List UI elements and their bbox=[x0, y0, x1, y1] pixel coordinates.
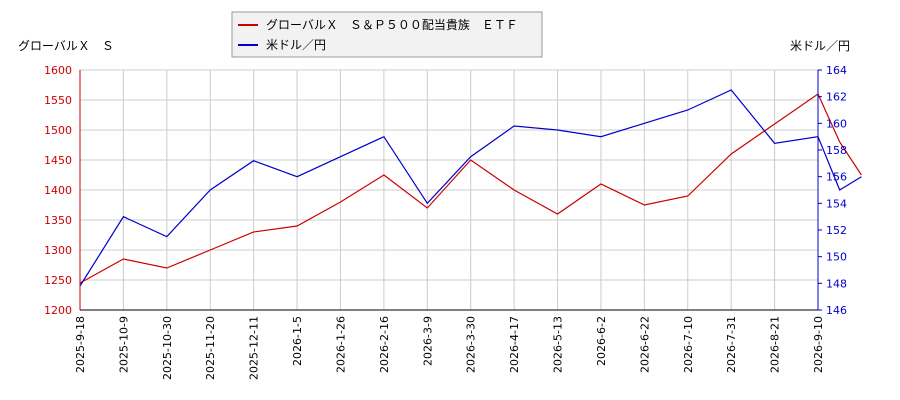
left-axis-title: グローバルＸ Ｓ bbox=[18, 39, 114, 53]
series-lines bbox=[79, 89, 862, 287]
left-tick-label: 1250 bbox=[44, 274, 72, 287]
right-tick-label: 154 bbox=[826, 197, 847, 210]
right-axis-title: 米ドル／円 bbox=[790, 39, 850, 53]
x-tick-label: 2026-1-5 bbox=[291, 316, 304, 366]
x-tick-label: 2026-7-31 bbox=[725, 316, 738, 373]
x-tick-label: 2025-11-20 bbox=[204, 316, 217, 380]
x-tick-label: 2026-7-10 bbox=[682, 316, 695, 373]
axes: 1200 1250 1300 1350 1400 1450 1500 1550 1600 146 1… bbox=[44, 64, 847, 380]
x-tick-label: 2026-9-10 bbox=[812, 316, 825, 373]
left-tick-label: 1600 bbox=[44, 64, 72, 77]
x-tick-label: 2025-10-30 bbox=[161, 316, 174, 380]
x-tick-label: 2026-6-22 bbox=[638, 316, 651, 373]
x-tick-label: 2026-3-30 bbox=[465, 316, 478, 373]
right-tick-label: 158 bbox=[826, 144, 847, 157]
legend-label-usdjpy: 米ドル／円 bbox=[266, 38, 326, 52]
right-tick-label: 160 bbox=[826, 117, 847, 130]
left-tick-label: 1300 bbox=[44, 244, 72, 257]
left-tick-label: 1350 bbox=[44, 214, 72, 227]
left-tick-label: 1200 bbox=[44, 304, 72, 317]
x-tick-label: 2025-10-9 bbox=[117, 316, 130, 373]
x-tick-label: 2026-8-21 bbox=[769, 316, 782, 373]
left-tick-label: 1400 bbox=[44, 184, 72, 197]
left-tick-label: 1450 bbox=[44, 154, 72, 167]
x-tick-label: 2026-3-9 bbox=[421, 316, 434, 366]
x-tick-label: 2026-5-13 bbox=[552, 316, 565, 373]
right-tick-label: 148 bbox=[826, 277, 847, 290]
right-tick-label: 152 bbox=[826, 224, 847, 237]
series-line-usdjpy bbox=[79, 89, 862, 287]
right-tick-label: 164 bbox=[826, 64, 847, 77]
left-tick-label: 1500 bbox=[44, 124, 72, 137]
series-line-etf bbox=[79, 93, 862, 284]
x-tick-label: 2025-9-18 bbox=[74, 316, 87, 373]
legend: グローバルＸ Ｓ＆Ｐ５００配当貴族 ＥＴＦ 米ドル／円 bbox=[231, 11, 543, 58]
right-tick-label: 150 bbox=[826, 251, 847, 264]
legend-label-etf: グローバルＸ Ｓ＆Ｐ５００配当貴族 ＥＴＦ bbox=[266, 18, 518, 32]
x-tick-label: 2026-4-17 bbox=[508, 316, 521, 373]
right-tick-label: 156 bbox=[826, 171, 847, 184]
x-tick-label: 2026-6-2 bbox=[595, 316, 608, 366]
right-tick-label: 162 bbox=[826, 91, 847, 104]
left-tick-label: 1550 bbox=[44, 94, 72, 107]
legend-box bbox=[231, 11, 543, 58]
right-tick-label: 146 bbox=[826, 304, 847, 317]
x-tick-label: 2026-2-16 bbox=[378, 316, 391, 373]
x-tick-label: 2026-1-26 bbox=[334, 316, 347, 373]
x-tick-label: 2025-12-11 bbox=[248, 316, 261, 380]
